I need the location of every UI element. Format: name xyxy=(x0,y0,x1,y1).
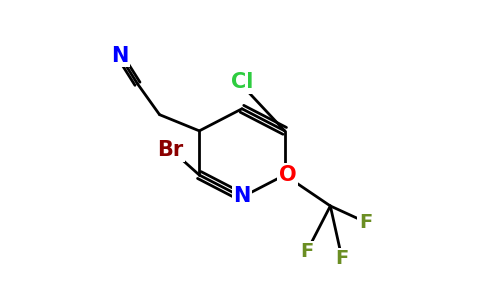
Text: F: F xyxy=(300,242,314,261)
Text: Cl: Cl xyxy=(231,72,253,92)
Text: Br: Br xyxy=(157,140,183,160)
Text: O: O xyxy=(279,165,297,185)
Text: F: F xyxy=(335,249,349,268)
Text: N: N xyxy=(233,186,251,206)
Text: N: N xyxy=(111,46,128,66)
Text: F: F xyxy=(359,213,372,232)
